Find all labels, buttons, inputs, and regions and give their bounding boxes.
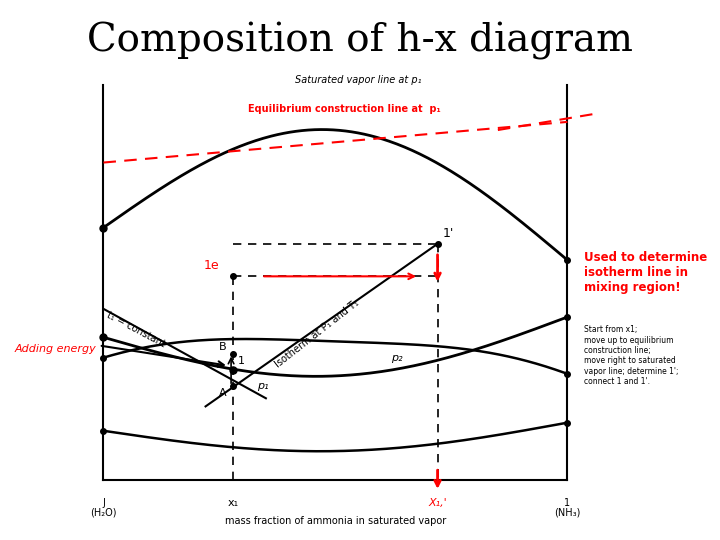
Text: (NH₃): (NH₃) (554, 507, 580, 517)
Text: t₁ = constant: t₁ = constant (105, 309, 167, 349)
Text: J: J (102, 498, 105, 508)
Text: Isotherm at P₁ and T₁: Isotherm at P₁ and T₁ (273, 298, 361, 369)
Text: 1e: 1e (204, 259, 220, 272)
Text: (H₂O): (H₂O) (90, 507, 117, 517)
Text: 1: 1 (564, 498, 570, 508)
Text: 1: 1 (238, 356, 245, 366)
Text: p₁: p₁ (256, 381, 269, 391)
Text: Adding energy: Adding energy (15, 345, 96, 354)
Text: Equilibrium construction line at  p₁: Equilibrium construction line at p₁ (248, 104, 441, 114)
Text: Start from x1;
move up to equilibrium
construction line;
move right to saturated: Start from x1; move up to equilibrium co… (584, 325, 678, 386)
Text: 1': 1' (442, 227, 454, 240)
Text: mass fraction of ammonia in saturated vapor: mass fraction of ammonia in saturated va… (225, 516, 446, 526)
Text: B: B (219, 341, 227, 352)
Text: Saturated vapor line at p₁: Saturated vapor line at p₁ (295, 75, 422, 85)
Text: X₁,': X₁,' (428, 498, 447, 508)
Text: Composition of h-x diagram: Composition of h-x diagram (87, 22, 633, 59)
Text: A: A (219, 388, 227, 398)
Text: x₁: x₁ (228, 498, 239, 508)
Text: Used to determine
isotherm line in
mixing region!: Used to determine isotherm line in mixin… (584, 251, 707, 294)
Text: p₂: p₂ (391, 353, 402, 363)
